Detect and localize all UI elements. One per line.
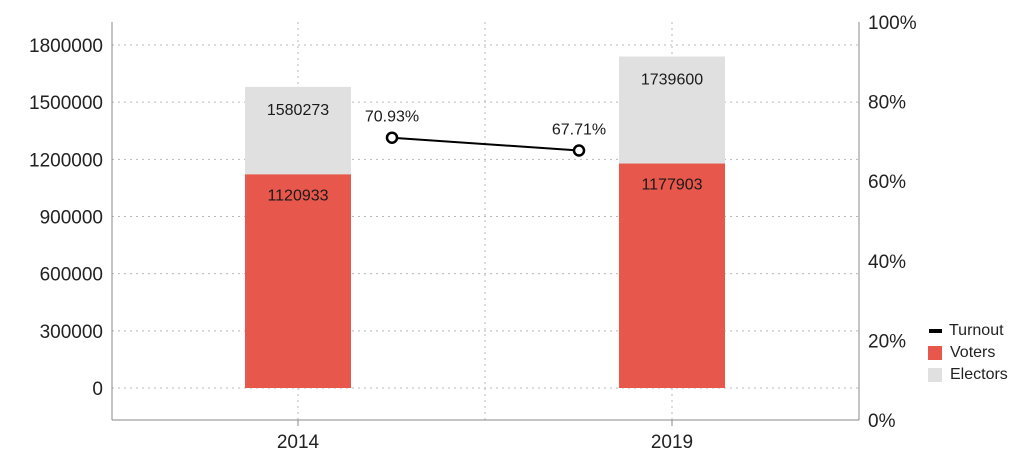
y-left-tick-label: 1200000 bbox=[29, 150, 103, 171]
legend-label-electors: Electors bbox=[950, 366, 1008, 383]
tick-labels: 0 300000 600000 900000 1200000 1500000 1800000… bbox=[29, 13, 917, 453]
legend-swatch-electors bbox=[928, 368, 942, 382]
x-tick-label: 2014 bbox=[277, 432, 320, 453]
turnout-point-2014 bbox=[385, 131, 399, 144]
y-right-tick-label: 20% bbox=[868, 331, 906, 352]
legend-item-voters: Voters bbox=[928, 342, 1008, 364]
y-right-tick-label: 80% bbox=[868, 93, 906, 114]
y-left-tick-label: 1500000 bbox=[29, 93, 103, 114]
label-electors-2014: 1580273 bbox=[267, 102, 329, 119]
y-left-tick-label: 300000 bbox=[40, 322, 103, 343]
turnout-series-line bbox=[391, 136, 580, 152]
y-right-tick-label: 100% bbox=[868, 13, 917, 34]
legend-item-turnout: Turnout bbox=[928, 320, 1008, 342]
legend-swatch-turnout bbox=[929, 329, 942, 333]
label-electors-2019: 1739600 bbox=[641, 72, 703, 89]
y-right-tick-label: 40% bbox=[868, 252, 906, 273]
legend: Turnout Voters Electors bbox=[928, 320, 1008, 386]
y-left-tick-label: 0 bbox=[92, 379, 103, 400]
y-left-tick-label: 1800000 bbox=[29, 36, 103, 57]
label-turnout-2019: 67.71% bbox=[552, 122, 606, 139]
y-left-tick-label: 900000 bbox=[40, 208, 103, 229]
bars bbox=[245, 56, 725, 389]
y-right-tick-label: 0% bbox=[868, 411, 896, 432]
legend-label-voters: Voters bbox=[950, 344, 996, 361]
turnout-line bbox=[385, 131, 586, 157]
data-labels: 1580273 1120933 1739600 1177903 70.93% 67.71% bbox=[267, 72, 703, 205]
legend-item-electors: Electors bbox=[928, 364, 1008, 386]
gridlines bbox=[112, 22, 859, 420]
bar-voters-2014 bbox=[245, 174, 351, 388]
label-turnout-2014: 70.93% bbox=[365, 109, 419, 126]
y-right-tick-label: 60% bbox=[868, 172, 906, 193]
x-tick-label: 2019 bbox=[651, 432, 693, 453]
legend-swatch-voters bbox=[928, 346, 942, 360]
turnout-point-2019 bbox=[572, 144, 586, 157]
label-voters-2019: 1177903 bbox=[641, 177, 702, 194]
axes bbox=[111, 22, 860, 426]
legend-label-turnout: Turnout bbox=[949, 322, 1004, 339]
y-left-tick-label: 600000 bbox=[40, 265, 103, 286]
bar-voters-2019 bbox=[619, 163, 725, 388]
label-voters-2014: 1120933 bbox=[267, 187, 328, 204]
